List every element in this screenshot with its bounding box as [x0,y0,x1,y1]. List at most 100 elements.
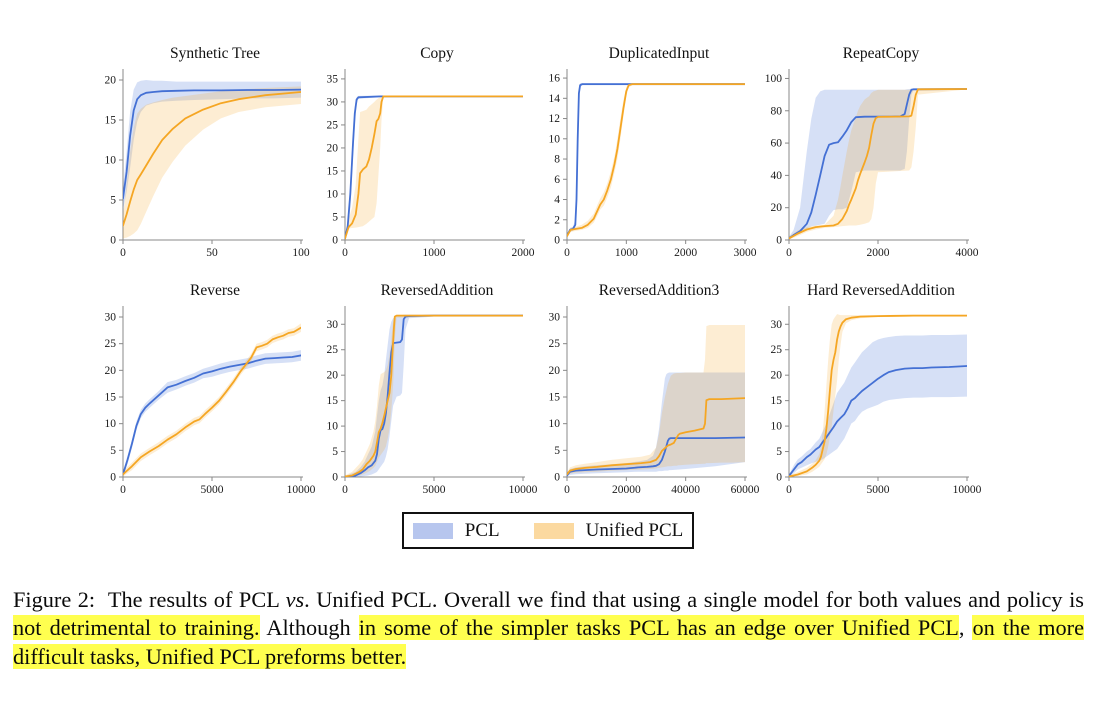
svg-text:3000: 3000 [734,247,757,259]
svg-text:8: 8 [554,154,560,166]
svg-text:10: 10 [549,418,561,430]
svg-text:5: 5 [332,446,338,458]
legend-item-pcl: PCL [412,519,500,542]
legend-item-unified-pcl: Unified PCL [533,519,684,542]
subplot-row-top: Synthetic Tree 0 5 10 15 20 0 50 100 Copy 0 5 10 1… [85,43,979,265]
subplot-repeat-copy: RepeatCopy 0 20 40 60 80 100 0 2000 4000 [751,43,979,265]
svg-text:0: 0 [110,235,116,247]
svg-text:16: 16 [549,73,561,85]
svg-text:0: 0 [776,472,782,484]
subplot-title: Synthetic Tree [170,45,260,62]
svg-text:2000: 2000 [674,247,697,259]
caption-segment: Figure 2: The results of PCL [13,587,286,612]
svg-text:25: 25 [771,344,783,356]
subplot-reverse: Reverse 0 5 10 15 20 25 30 0 5000 10000 [85,280,316,502]
pcl-color-swatch [412,522,453,539]
svg-text:4000: 4000 [956,247,979,259]
subplot-duplicated-input: DuplicatedInput 0 2 4 6 8 10 12 14 16 0 1000 2000 30… [529,43,757,265]
legend-label-unified-pcl: Unified PCL [585,519,684,541]
svg-text:20: 20 [771,202,783,214]
svg-text:0: 0 [342,247,348,259]
subplot-title: ReversedAddition3 [598,282,720,299]
svg-text:30: 30 [549,312,561,324]
svg-text:10: 10 [327,421,339,433]
svg-text:10: 10 [105,155,117,167]
svg-text:100: 100 [292,247,310,259]
svg-text:10000: 10000 [953,484,982,496]
svg-text:2: 2 [554,214,560,226]
svg-text:14: 14 [549,93,561,105]
reversed-addition-chart: 0 5 10 15 20 25 30 0 5000 10000 [327,306,538,496]
svg-text:10: 10 [549,133,561,145]
svg-text:15: 15 [327,395,339,407]
svg-text:5000: 5000 [867,484,890,496]
svg-text:5: 5 [110,445,116,457]
svg-text:30: 30 [327,96,339,108]
subplot-reversed-addition3: ReversedAddition3 0 5 10 15 20 25 30 0 20000 4000… [529,280,760,502]
svg-text:40: 40 [771,170,783,182]
svg-text:60000: 60000 [731,484,760,496]
svg-text:10: 10 [105,418,117,430]
caption-segment: , [958,615,973,641]
svg-text:30: 30 [327,319,339,331]
svg-text:20: 20 [771,370,783,382]
svg-text:25: 25 [105,338,117,350]
svg-text:0: 0 [110,472,116,484]
svg-text:10000: 10000 [509,484,538,496]
subplot-title: ReversedAddition [380,282,494,299]
svg-text:2000: 2000 [867,247,890,259]
repeat-copy-chart: 0 20 40 60 80 100 0 2000 4000 [765,69,979,259]
svg-text:2000: 2000 [512,247,535,259]
svg-text:5: 5 [332,211,338,223]
svg-text:15: 15 [105,392,117,404]
svg-text:12: 12 [549,113,561,125]
svg-text:25: 25 [327,119,339,131]
svg-text:20000: 20000 [612,484,641,496]
svg-text:20: 20 [105,365,117,377]
reverse-chart: 0 5 10 15 20 25 30 0 5000 10000 [105,306,316,496]
svg-text:15: 15 [549,392,561,404]
svg-text:10: 10 [771,421,783,433]
caption-segment: vs [285,587,305,612]
svg-text:15: 15 [771,395,783,407]
caption-segment: not detrimental to training. [13,615,260,641]
svg-text:5000: 5000 [423,484,446,496]
subplot-title: Reverse [190,282,240,299]
duplicated-input-chart: 0 2 4 6 8 10 12 14 16 0 1000 2000 3000 [549,69,757,259]
figure-caption: Figure 2: The results of PCL vs. Unified… [13,586,1084,671]
subplot-row-bottom: Reverse 0 5 10 15 20 25 30 0 5000 10000 ReversedA… [85,280,982,502]
svg-text:35: 35 [327,73,339,85]
subplot-copy: Copy 0 5 10 15 20 25 30 35 0 1000 2000 [307,43,535,265]
svg-text:30: 30 [771,319,783,331]
svg-text:20: 20 [327,142,339,154]
svg-text:4: 4 [554,194,560,206]
svg-text:0: 0 [120,484,126,496]
svg-text:10: 10 [327,188,339,200]
subplot-title: Hard ReversedAddition [807,282,955,299]
hard-reversed-addition-chart: 0 5 10 15 20 25 30 0 5000 10000 [771,306,982,496]
svg-text:60: 60 [771,138,783,150]
svg-text:6: 6 [554,174,560,186]
svg-text:100: 100 [765,73,783,85]
svg-text:1000: 1000 [615,247,638,259]
svg-text:40000: 40000 [671,484,700,496]
subplot-reversed-addition: ReversedAddition 0 5 10 15 20 25 30 0 5000 10000 [307,280,538,502]
svg-text:0: 0 [786,484,792,496]
svg-text:0: 0 [120,247,126,259]
svg-text:80: 80 [771,105,783,117]
svg-text:5: 5 [554,445,560,457]
svg-text:10000: 10000 [287,484,316,496]
caption-segment: in some of the simpler tasks PCL has an … [358,615,959,641]
reversed-addition3-chart: 0 5 10 15 20 25 30 0 20000 40000 60000 [549,306,760,496]
subplot-title: RepeatCopy [842,45,920,62]
svg-text:50: 50 [206,247,218,259]
svg-text:0: 0 [786,247,792,259]
subplot-title: Copy [420,45,454,62]
svg-text:0: 0 [564,484,570,496]
legend-label-pcl: PCL [464,519,500,541]
svg-text:25: 25 [549,338,561,350]
svg-text:0: 0 [332,235,338,247]
svg-text:5: 5 [110,195,116,207]
svg-text:0: 0 [554,472,560,484]
svg-text:15: 15 [327,165,339,177]
